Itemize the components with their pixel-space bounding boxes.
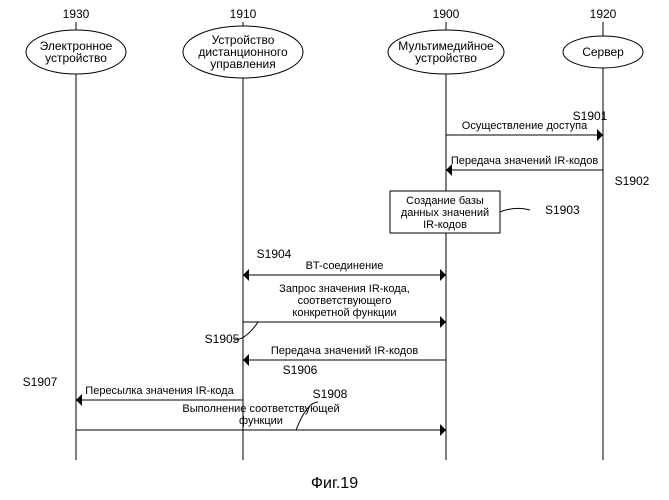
message-label: Осуществление доступа bbox=[462, 120, 588, 132]
message-label: соответствующего bbox=[298, 295, 392, 307]
arrow-head bbox=[597, 129, 603, 141]
note-text: Создание базы bbox=[406, 195, 484, 207]
step-label: S1905 bbox=[205, 332, 240, 346]
actor-top-label: 1910 bbox=[230, 7, 257, 21]
message-label: Выполнение соответствующей bbox=[182, 403, 339, 415]
note-text: данных значений bbox=[401, 207, 489, 219]
message-label: конкретной функции bbox=[292, 307, 396, 319]
actor-top-label: 1900 bbox=[433, 7, 460, 21]
note-leader bbox=[500, 208, 530, 212]
message-label: BT-соединение bbox=[306, 260, 384, 272]
actor-top-label: 1920 bbox=[590, 7, 617, 21]
message-label: Пересылка значения IR-кода bbox=[85, 385, 234, 397]
figure-caption: Фиг.19 bbox=[311, 475, 358, 492]
actor-label: устройство bbox=[45, 51, 107, 65]
arrow-head bbox=[243, 269, 249, 281]
step-label: S1903 bbox=[545, 203, 580, 217]
note-text: IR-кодов bbox=[423, 219, 467, 231]
message-label: Передача значений IR-кодов bbox=[271, 345, 418, 357]
step-label: S1902 bbox=[615, 174, 650, 188]
actor-label: устройство bbox=[415, 51, 477, 65]
step-label: S1907 bbox=[23, 375, 58, 389]
arrow-head bbox=[76, 394, 82, 406]
step-label: S1901 bbox=[573, 109, 608, 123]
step-label: S1904 bbox=[257, 247, 292, 261]
arrow-head bbox=[243, 354, 249, 366]
actor-label: Сервер bbox=[582, 45, 624, 59]
arrow-head bbox=[440, 316, 446, 328]
step-label: S1906 bbox=[283, 363, 318, 377]
arrow-head bbox=[440, 269, 446, 281]
arrow-head bbox=[440, 424, 446, 436]
step-label: S1908 bbox=[313, 387, 348, 401]
message-label: Запрос значения IR-кода, bbox=[279, 283, 410, 295]
message-label: функции bbox=[239, 415, 283, 427]
actor-label: управления bbox=[210, 57, 275, 71]
actor-top-label: 1930 bbox=[63, 7, 90, 21]
message-label: Передача значений IR-кодов bbox=[451, 155, 598, 167]
